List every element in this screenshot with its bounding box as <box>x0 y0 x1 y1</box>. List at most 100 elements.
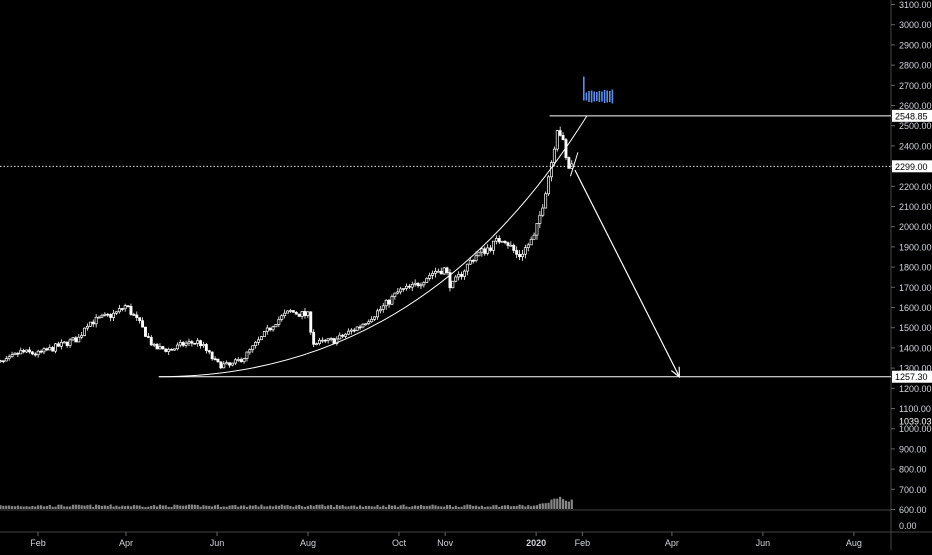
price-tick-label: 3000.00 <box>899 20 932 30</box>
candle-body <box>492 240 495 251</box>
candle-body <box>448 272 452 289</box>
volume-bar <box>202 505 205 509</box>
volume-bar <box>460 506 463 509</box>
volume-bar <box>376 505 379 509</box>
candle-body <box>541 207 545 216</box>
volume-bar <box>92 506 95 509</box>
volume-bar <box>347 506 350 509</box>
candle-body <box>48 347 52 351</box>
volume-bar <box>367 505 370 509</box>
candle-body <box>294 311 298 315</box>
mini-bar <box>588 91 590 102</box>
candle-body <box>167 348 171 352</box>
time-axis[interactable]: Feb Apr Jun Aug Oct Nov 2020 Feb Apr Jun Aug <box>30 532 862 548</box>
candle-body <box>202 344 205 347</box>
candle-body <box>94 316 98 325</box>
volume-bar <box>271 506 275 509</box>
volume-bar <box>437 506 440 509</box>
candle-body <box>4 358 8 362</box>
candle-body <box>196 340 200 344</box>
mini-bar <box>585 92 588 101</box>
candle-body <box>396 291 400 294</box>
candle-body <box>207 350 211 353</box>
price-label-text: 1257.30 <box>895 372 928 382</box>
candle-body <box>132 314 136 316</box>
volume-bar <box>219 506 222 509</box>
volume-bar <box>434 505 437 509</box>
volume-bar <box>329 504 333 509</box>
volume-bar <box>425 506 428 509</box>
volume-bar <box>86 505 89 509</box>
trend-segment-line[interactable] <box>569 152 579 177</box>
candle-body <box>74 337 78 343</box>
volume-bar <box>512 505 515 509</box>
candle-body <box>315 343 319 346</box>
price-tick-label: 2500.00 <box>899 121 932 131</box>
volume-bar <box>248 505 251 509</box>
price-tick-label: 3100.00 <box>899 0 932 10</box>
candle-body <box>335 338 339 344</box>
drawing-tools[interactable] <box>0 115 891 378</box>
volume-bar <box>416 505 420 509</box>
volume-bar <box>486 506 489 509</box>
volume-bar <box>37 505 40 509</box>
volume-bar <box>419 504 423 509</box>
candle-body <box>106 313 110 316</box>
candle-body <box>399 288 403 293</box>
candle-body <box>489 247 493 251</box>
volume-bar <box>335 504 338 509</box>
mini-bars-overlay <box>583 76 614 104</box>
candle-body <box>416 282 420 287</box>
price-axis[interactable]: 3100.00 3000.00 2900.00 2800.00 2700.00 2600.… <box>891 0 932 531</box>
time-tick-label: Aug <box>846 538 862 548</box>
volume-bar <box>428 505 431 509</box>
price-tick-label: 2800.00 <box>899 61 932 71</box>
candle-body <box>367 321 371 324</box>
volume-bar <box>469 504 472 509</box>
candle-body <box>393 292 397 297</box>
volume-bar <box>277 505 280 509</box>
volume-bar <box>477 506 481 509</box>
volume-bar <box>393 505 396 509</box>
volume-bar <box>48 504 51 509</box>
candle-body <box>463 270 466 277</box>
volume-bar <box>501 505 504 509</box>
volume-bar <box>80 505 83 509</box>
candlestick-series[interactable] <box>0 126 574 370</box>
candle-body <box>526 244 530 248</box>
volume-bar <box>222 506 225 509</box>
candle-body <box>59 341 63 347</box>
candle-body <box>341 334 345 337</box>
volume-bar <box>5 505 8 509</box>
volume-bar <box>182 505 185 509</box>
candle-body <box>181 342 185 346</box>
volume-bar <box>524 506 527 509</box>
volume-bar <box>22 506 25 509</box>
volume-bar <box>54 506 57 509</box>
parabolic-curve-line[interactable] <box>158 115 588 378</box>
arrow-line[interactable] <box>574 169 680 377</box>
candle-body <box>88 321 92 327</box>
volume-bar <box>527 505 530 509</box>
candle-body <box>268 327 272 331</box>
price-label-box <box>892 109 932 122</box>
price-tick-label: 1600.00 <box>899 303 932 313</box>
candle-body <box>54 343 58 352</box>
candle-body <box>434 270 437 274</box>
time-tick-label: Jun <box>210 538 225 548</box>
volume-bar <box>141 506 144 509</box>
volume-bar <box>344 506 347 509</box>
candle-body <box>204 344 208 351</box>
candle-body <box>405 285 408 289</box>
volume-bar <box>312 506 315 509</box>
volume-bar <box>132 505 135 509</box>
candle-body <box>457 273 461 278</box>
volume-bar <box>190 504 193 509</box>
candle-body <box>451 280 455 289</box>
price-tick-label: 2000.00 <box>899 222 932 232</box>
candle-body <box>158 346 162 350</box>
candle-body <box>190 341 194 344</box>
volume-bar <box>408 506 411 509</box>
